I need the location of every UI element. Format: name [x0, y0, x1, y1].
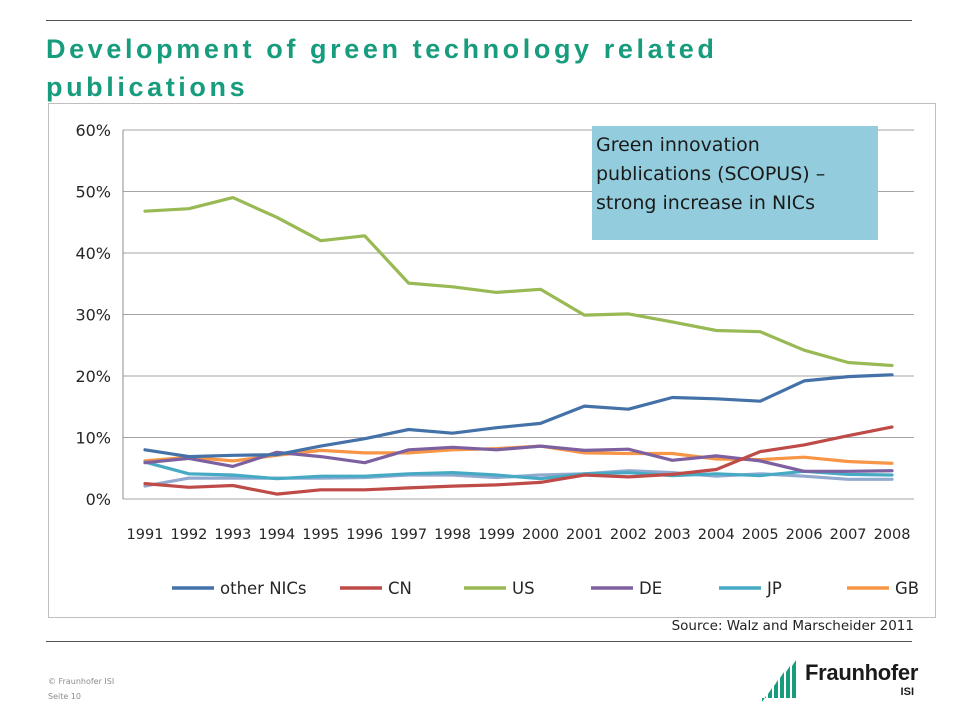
legend-label: other NICs — [220, 579, 307, 598]
copyright-text: © Fraunhofer ISI — [48, 677, 115, 686]
x-tick-label: 1999 — [478, 527, 515, 543]
logo-wordmark: Fraunhofer — [805, 660, 919, 685]
legend-label: JP — [766, 579, 782, 598]
top-rule — [46, 20, 912, 21]
legend-label: CN — [388, 579, 412, 598]
series-line-cn — [143, 425, 894, 496]
series-line-us — [143, 195, 894, 368]
y-tick-label: 0% — [86, 490, 111, 509]
fraunhofer-logo-icon — [762, 660, 796, 702]
x-tick-label: 1997 — [390, 527, 427, 543]
logo-bar — [774, 680, 778, 698]
x-tick-label: 2005 — [742, 527, 779, 543]
y-tick-label: 20% — [75, 367, 111, 386]
x-tick-label: 1991 — [127, 527, 164, 543]
x-tick-label: 2003 — [654, 527, 691, 543]
logo-subtitle: ISI — [900, 686, 914, 698]
page-number: Seite 10 — [48, 692, 82, 701]
y-tick-label: 10% — [75, 429, 111, 448]
bottom-rule — [46, 641, 912, 642]
source-note: Source: Walz and Marscheider 2011 — [671, 618, 914, 634]
page-title: Development of green technology related … — [46, 34, 718, 102]
logo-bar — [762, 696, 766, 702]
series-line-other-nics — [143, 373, 894, 459]
y-tick-label: 40% — [75, 244, 111, 263]
logo-bar — [768, 688, 772, 698]
logo-bar — [792, 660, 796, 698]
legend-label: GB — [895, 579, 919, 598]
y-tick-label: 50% — [75, 183, 111, 202]
y-tick-label: 30% — [75, 306, 111, 325]
callout-box: Green innovation publications (SCOPUS) –… — [592, 126, 878, 240]
x-tick-label: 2007 — [830, 527, 867, 543]
x-tick-label: 2004 — [698, 527, 735, 543]
series-line-jp — [143, 460, 894, 481]
logo-bar — [780, 672, 784, 698]
x-tick-label: 2000 — [522, 527, 559, 543]
y-tick-label: 60% — [75, 121, 111, 140]
x-tick-label: 1996 — [346, 527, 383, 543]
fraunhofer-logo: Fraunhofer ISI — [760, 656, 920, 706]
logo-bar — [786, 666, 790, 698]
x-tick-label: 1998 — [434, 527, 471, 543]
x-tick-label: 2002 — [610, 527, 647, 543]
x-tick-label: 1992 — [170, 527, 207, 543]
x-tick-label: 2006 — [786, 527, 823, 543]
x-tick-label: 2008 — [874, 527, 911, 543]
x-tick-label: 1993 — [214, 527, 251, 543]
x-tick-label: 1995 — [302, 527, 339, 543]
line-chart: 0% 10% 20% 30% 40% 50% 60% 1991 1992 1993 1994 1995… — [75, 121, 919, 598]
x-tick-label: 1994 — [258, 527, 295, 543]
legend-label: US — [512, 579, 535, 598]
x-tick-label: 2001 — [566, 527, 603, 543]
legend-label: DE — [639, 579, 662, 598]
